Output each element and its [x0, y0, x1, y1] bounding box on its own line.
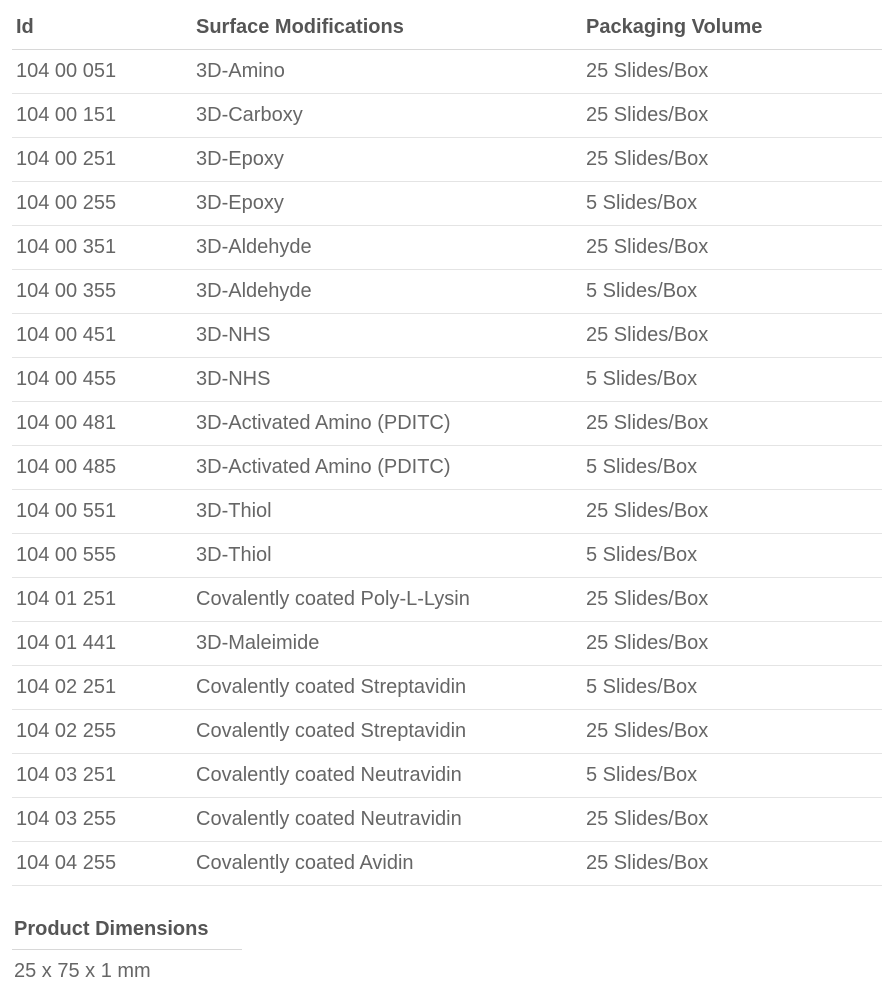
product-dimensions-section: Product Dimensions 25 x 75 x 1 mm	[12, 914, 882, 987]
cell-id: 104 00 485	[12, 446, 192, 490]
cell-surface: 3D-NHS	[192, 314, 582, 358]
cell-packaging: 5 Slides/Box	[582, 666, 882, 710]
cell-packaging: 5 Slides/Box	[582, 446, 882, 490]
cell-id: 104 01 441	[12, 622, 192, 666]
cell-packaging: 25 Slides/Box	[582, 798, 882, 842]
cell-surface: Covalently coated Poly-L-Lysin	[192, 578, 582, 622]
cell-id: 104 00 151	[12, 94, 192, 138]
column-header-packaging: Packaging Volume	[582, 10, 882, 50]
column-header-surface: Surface Modifications	[192, 10, 582, 50]
cell-surface: Covalently coated Neutravidin	[192, 754, 582, 798]
cell-surface: 3D-Amino	[192, 50, 582, 94]
cell-packaging: 5 Slides/Box	[582, 270, 882, 314]
cell-packaging: 25 Slides/Box	[582, 490, 882, 534]
table-row: 104 00 3553D-Aldehyde5 Slides/Box	[12, 270, 882, 314]
cell-id: 104 00 551	[12, 490, 192, 534]
table-row: 104 00 4553D-NHS5 Slides/Box	[12, 358, 882, 402]
product-dimensions-value: 25 x 75 x 1 mm	[12, 950, 882, 987]
cell-surface: Covalently coated Neutravidin	[192, 798, 582, 842]
cell-surface: 3D-Thiol	[192, 534, 582, 578]
cell-id: 104 00 355	[12, 270, 192, 314]
cell-packaging: 25 Slides/Box	[582, 578, 882, 622]
cell-id: 104 01 251	[12, 578, 192, 622]
cell-packaging: 25 Slides/Box	[582, 226, 882, 270]
table-row: 104 00 4513D-NHS25 Slides/Box	[12, 314, 882, 358]
cell-surface: 3D-Thiol	[192, 490, 582, 534]
table-row: 104 00 4853D-Activated Amino (PDITC)5 Sl…	[12, 446, 882, 490]
cell-packaging: 5 Slides/Box	[582, 754, 882, 798]
table-row: 104 04 255Covalently coated Avidin25 Sli…	[12, 842, 882, 886]
products-table: Id Surface Modifications Packaging Volum…	[12, 10, 882, 886]
cell-surface: 3D-Activated Amino (PDITC)	[192, 446, 582, 490]
cell-surface: Covalently coated Streptavidin	[192, 666, 582, 710]
cell-id: 104 00 351	[12, 226, 192, 270]
table-row: 104 00 3513D-Aldehyde25 Slides/Box	[12, 226, 882, 270]
cell-id: 104 00 451	[12, 314, 192, 358]
table-row: 104 00 0513D-Amino25 Slides/Box	[12, 50, 882, 94]
column-header-id: Id	[12, 10, 192, 50]
cell-packaging: 5 Slides/Box	[582, 358, 882, 402]
cell-surface: Covalently coated Streptavidin	[192, 710, 582, 754]
table-row: 104 01 4413D-Maleimide25 Slides/Box	[12, 622, 882, 666]
cell-id: 104 02 251	[12, 666, 192, 710]
table-header-row: Id Surface Modifications Packaging Volum…	[12, 10, 882, 50]
cell-id: 104 00 481	[12, 402, 192, 446]
cell-id: 104 02 255	[12, 710, 192, 754]
cell-id: 104 00 051	[12, 50, 192, 94]
cell-packaging: 25 Slides/Box	[582, 94, 882, 138]
cell-packaging: 25 Slides/Box	[582, 50, 882, 94]
cell-surface: 3D-NHS	[192, 358, 582, 402]
cell-packaging: 5 Slides/Box	[582, 182, 882, 226]
product-dimensions-title: Product Dimensions	[12, 914, 242, 950]
table-row: 104 00 1513D-Carboxy25 Slides/Box	[12, 94, 882, 138]
cell-surface: 3D-Aldehyde	[192, 226, 582, 270]
cell-packaging: 25 Slides/Box	[582, 402, 882, 446]
table-body: 104 00 0513D-Amino25 Slides/Box 104 00 1…	[12, 50, 882, 886]
cell-packaging: 5 Slides/Box	[582, 534, 882, 578]
table-row: 104 02 251Covalently coated Streptavidin…	[12, 666, 882, 710]
table-row: 104 03 251Covalently coated Neutravidin5…	[12, 754, 882, 798]
cell-packaging: 25 Slides/Box	[582, 842, 882, 886]
cell-surface: Covalently coated Avidin	[192, 842, 582, 886]
cell-surface: 3D-Carboxy	[192, 94, 582, 138]
cell-surface: 3D-Activated Amino (PDITC)	[192, 402, 582, 446]
cell-packaging: 25 Slides/Box	[582, 314, 882, 358]
cell-id: 104 00 455	[12, 358, 192, 402]
cell-surface: 3D-Epoxy	[192, 182, 582, 226]
table-row: 104 00 2513D-Epoxy25 Slides/Box	[12, 138, 882, 182]
table-row: 104 02 255Covalently coated Streptavidin…	[12, 710, 882, 754]
cell-packaging: 25 Slides/Box	[582, 138, 882, 182]
table-row: 104 00 4813D-Activated Amino (PDITC)25 S…	[12, 402, 882, 446]
cell-id: 104 04 255	[12, 842, 192, 886]
table-row: 104 01 251Covalently coated Poly-L-Lysin…	[12, 578, 882, 622]
cell-surface: 3D-Epoxy	[192, 138, 582, 182]
table-row: 104 00 5553D-Thiol5 Slides/Box	[12, 534, 882, 578]
cell-id: 104 00 255	[12, 182, 192, 226]
cell-surface: 3D-Maleimide	[192, 622, 582, 666]
table-row: 104 00 2553D-Epoxy5 Slides/Box	[12, 182, 882, 226]
cell-surface: 3D-Aldehyde	[192, 270, 582, 314]
cell-id: 104 03 255	[12, 798, 192, 842]
cell-id: 104 03 251	[12, 754, 192, 798]
cell-packaging: 25 Slides/Box	[582, 710, 882, 754]
cell-id: 104 00 251	[12, 138, 192, 182]
table-row: 104 03 255Covalently coated Neutravidin2…	[12, 798, 882, 842]
table-row: 104 00 5513D-Thiol25 Slides/Box	[12, 490, 882, 534]
cell-id: 104 00 555	[12, 534, 192, 578]
cell-packaging: 25 Slides/Box	[582, 622, 882, 666]
